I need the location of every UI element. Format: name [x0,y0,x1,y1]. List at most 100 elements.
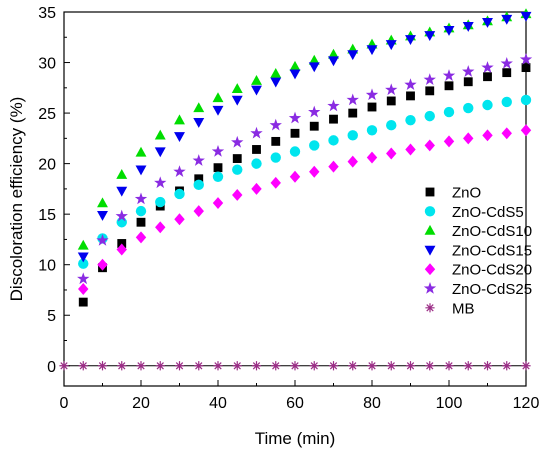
legend-label: ZnO-CdS20 [452,262,532,279]
data-point [346,93,359,106]
data-point [174,114,185,125]
data-point [77,252,89,263]
data-point [328,56,339,67]
data-point [385,83,398,96]
data-point [483,72,492,82]
data-point [154,176,167,189]
data-point [97,211,108,221]
y-tick-label: 5 [47,308,56,325]
data-point [500,57,513,69]
data-point [386,147,397,160]
data-point [386,361,396,371]
data-point [135,231,147,244]
data-point [482,99,493,111]
data-point [250,126,263,139]
data-point [308,62,320,73]
data-point [136,361,146,371]
data-point [406,91,415,101]
data-point [366,125,378,136]
x-axis-ticks: 0 20 40 60 80 100 120 [60,380,540,412]
legend-item: ZnO-CdS5 [424,204,524,221]
data-point [155,196,166,208]
data-point [212,197,224,210]
data-point [405,361,416,371]
data-point [155,361,165,371]
data-point [424,31,436,41]
data-point [328,160,339,173]
legend-marker [424,263,436,276]
data-point [501,14,513,25]
data-point [309,361,319,371]
data-point [135,165,147,176]
data-point [404,78,417,91]
legend-label: ZnO-CdS5 [452,204,524,221]
legend-marker [425,187,435,197]
data-point [520,94,532,106]
data-point [97,361,108,371]
data-point [348,108,358,118]
data-point [116,243,127,256]
data-point [251,75,262,85]
data-point [443,135,455,148]
x-tick-label: 120 [513,395,540,412]
data-point [502,68,512,78]
data-point [482,129,493,142]
data-point [347,155,358,168]
data-point [443,26,455,36]
legend-label: ZnO-CdS10 [452,223,532,240]
data-point [232,188,243,201]
data-point [520,11,532,22]
data-point [386,96,396,106]
y-axis-title: Discoloration efficiency (%) [7,97,26,302]
data-point [213,163,223,173]
data-point [309,140,320,151]
data-point [329,114,338,124]
x-tick-label: 40 [209,395,227,412]
data-point [328,361,339,371]
series-zno-cds15 [77,11,532,263]
data-point [135,205,147,217]
y-tick-label: 35 [38,5,56,22]
data-point [424,110,435,122]
data-point [290,128,300,138]
data-point [116,169,128,179]
legend-marker [424,224,436,235]
data-point [173,165,186,177]
data-point [405,143,416,156]
legend: ZnO ZnO-CdS5 ZnO-CdS10 ZnO-CdS15 ZnO-CdS20 Zn… [423,185,532,317]
data-point [289,146,301,157]
data-point [482,361,493,371]
y-tick-label: 25 [38,106,56,123]
data-point [97,258,108,271]
data-point [116,186,128,197]
series-zno-cds20 [78,124,532,295]
data-point [463,102,474,114]
data-point [231,135,244,148]
data-point [78,258,89,269]
data-point [232,164,243,175]
y-tick-label: 15 [38,207,56,224]
data-point [442,69,456,81]
legend-item: ZnO-CdS10 [424,223,532,240]
data-point [424,139,435,152]
data-point [154,147,166,158]
data-point [174,361,185,371]
x-axis-title: Time (min) [255,429,336,448]
data-point [501,96,512,108]
data-point [194,361,204,371]
data-point [136,217,146,227]
data-point [251,158,262,169]
data-point [288,111,302,124]
data-point [502,361,512,371]
data-point [271,136,281,146]
data-point [463,361,473,371]
data-point [135,146,147,157]
data-point [481,61,494,73]
legend-label: ZnO-CdS25 [452,281,532,298]
legend-item: ZnO [425,185,481,202]
data-point [269,118,282,131]
data-point [117,361,127,371]
data-point [444,81,454,91]
data-point [251,85,262,96]
data-point [425,86,435,96]
